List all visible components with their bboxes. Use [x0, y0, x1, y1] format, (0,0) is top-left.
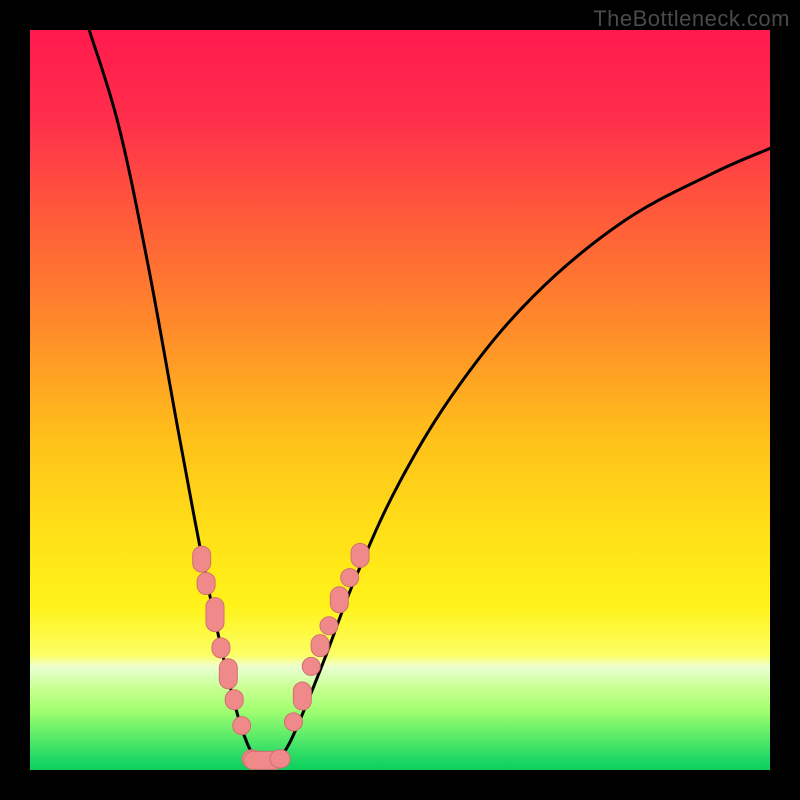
- marker: [219, 659, 237, 689]
- watermark-text: TheBottleneck.com: [593, 6, 790, 32]
- marker: [320, 617, 338, 635]
- marker: [212, 638, 230, 658]
- marker: [311, 635, 329, 657]
- plot-area: [30, 30, 770, 770]
- marker: [197, 573, 215, 595]
- marker: [302, 657, 320, 675]
- v-curve: [89, 30, 770, 763]
- marker: [193, 546, 211, 572]
- curve-layer: [30, 30, 770, 770]
- marker: [351, 543, 369, 567]
- marker: [293, 682, 311, 710]
- marker: [284, 713, 302, 731]
- marker: [233, 717, 251, 735]
- marker: [270, 750, 290, 768]
- marker: [330, 587, 348, 613]
- marker: [206, 598, 224, 632]
- markers-group: [193, 543, 369, 769]
- outer-frame: TheBottleneck.com: [0, 0, 800, 800]
- marker: [225, 690, 243, 710]
- marker: [341, 569, 359, 587]
